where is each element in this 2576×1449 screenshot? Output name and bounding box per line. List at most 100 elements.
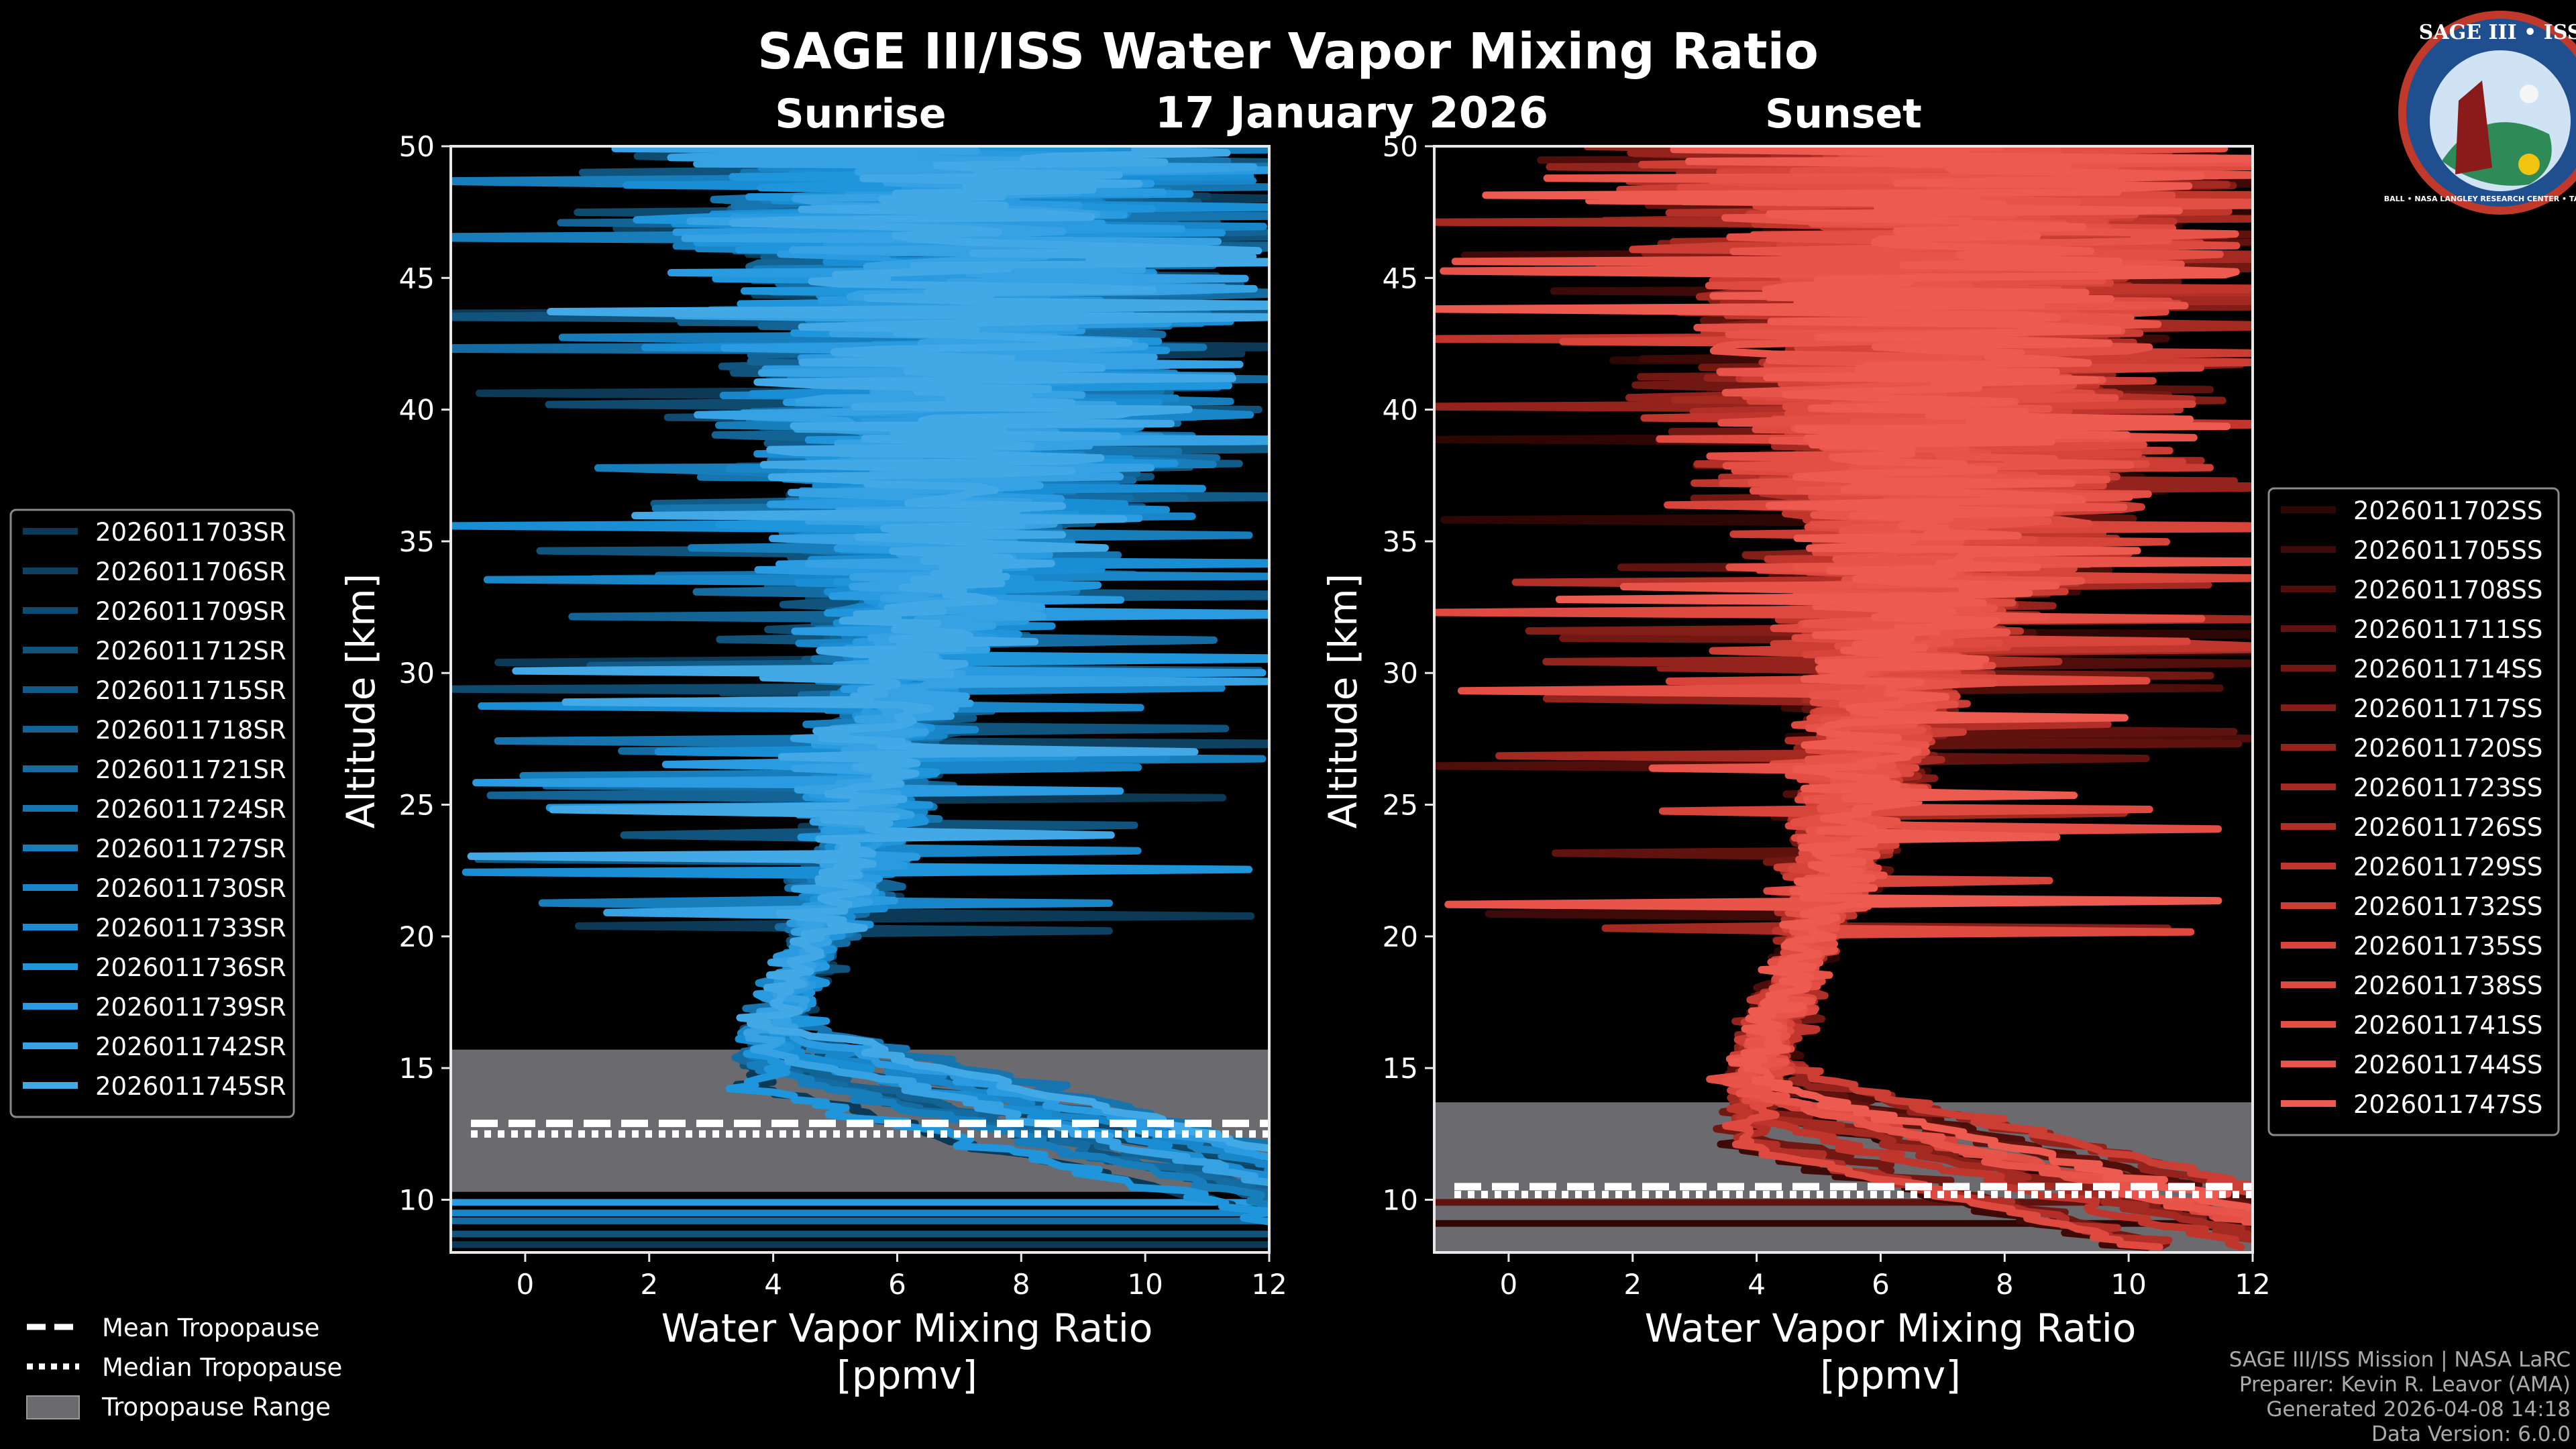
sunset-y-tick-label: 10	[1383, 1183, 1418, 1216]
sunrise-y-tick-label: 10	[399, 1183, 435, 1216]
sunset-x-tick-label: 4	[1748, 1268, 1766, 1301]
sunrise-legend-label: 2026011742SR	[95, 1032, 286, 1061]
sage-iii-mission-logo: SAGE III • ISS BALL • NASA LANGLEY RESEA…	[2384, 11, 2576, 215]
sunrise-x-tick-label: 0	[517, 1268, 535, 1301]
sunset-y-tick-label: 30	[1383, 657, 1418, 690]
footer: SAGE III/ISS Mission | NASA LaRC Prepare…	[2229, 1348, 2571, 1446]
sunrise-y-tick-label: 45	[399, 262, 435, 294]
sunrise-legend-label: 2026011736SR	[95, 953, 286, 982]
sunrise-x-tick-label: 4	[764, 1268, 782, 1301]
sunset-y-tick-label: 50	[1383, 130, 1418, 163]
sunrise-y-tick-label: 35	[399, 525, 435, 558]
tropopause-legend: Mean Tropopause Median Tropopause Tropop…	[26, 1313, 342, 1421]
sunrise-x-tick-label: 6	[888, 1268, 906, 1301]
sunrise-y-tick-label: 30	[399, 657, 435, 690]
sunset-legend-label: 2026011744SS	[2353, 1051, 2542, 1079]
footer-line-preparer: Preparer: Kevin R. Leavor (AMA)	[2239, 1373, 2571, 1397]
sunrise-x-axis-label: Water Vapor Mixing Ratio	[661, 1305, 1153, 1351]
median-tropopause-label: Median Tropopause	[102, 1353, 342, 1382]
sunset-y-tick-label: 20	[1383, 920, 1418, 953]
sunrise-y-axis-label: Altitude [km]	[338, 574, 384, 828]
sunset-x-axis-label: Water Vapor Mixing Ratio	[1645, 1305, 2137, 1351]
sunset-x-tick-label: 0	[1500, 1268, 1518, 1301]
sunset-plot-frame	[1433, 145, 2254, 1254]
sunset-x-tick-label: 12	[2235, 1268, 2270, 1301]
footer-line-mission: SAGE III/ISS Mission | NASA LaRC	[2229, 1348, 2571, 1372]
sunset-y-tick-label: 45	[1383, 262, 1418, 294]
sunrise-x-tick-label: 2	[640, 1268, 658, 1301]
sunset-chart: 0 2 4 6 8 10 12 10 15 20 25 30 35 40 45 50	[1383, 130, 2271, 1301]
sunrise-y-tick-label: 40	[399, 394, 435, 427]
sunrise-x-axis-units: [ppmv]	[837, 1352, 977, 1398]
sunrise-x-tick-label: 12	[1251, 1268, 1287, 1301]
sunrise-y-tick-label: 50	[399, 130, 435, 163]
sunrise-legend-label: 2026011727SR	[95, 835, 286, 863]
sunset-legend-label: 2026011741SS	[2353, 1011, 2542, 1040]
tropopause-range-swatch	[26, 1395, 80, 1419]
sunset-legend-label: 2026011717SS	[2353, 694, 2542, 723]
sunrise-profiles	[451, 146, 1269, 1248]
sunset-legend-label: 2026011747SS	[2353, 1090, 2542, 1119]
sunrise-x-tick-label: 10	[1127, 1268, 1163, 1301]
sunset-x-tick-label: 10	[2110, 1268, 2146, 1301]
sunrise-legend-label: 2026011733SR	[95, 914, 286, 943]
footer-line-generated: Generated 2026-04-08 14:18	[2266, 1397, 2571, 1421]
sunset-legend-label: 2026011705SS	[2353, 536, 2542, 565]
sunset-y-tick-label: 15	[1383, 1052, 1418, 1085]
sunrise-chart: 0 2 4 6 8 10 12 10 15 20 25 30 35 40 45 50	[399, 130, 1287, 1301]
footer-line-version: Data Version: 6.0.0	[2371, 1422, 2571, 1446]
sunrise-legend-label: 2026011706SR	[95, 557, 286, 586]
sunset-x-axis-units: [ppmv]	[1820, 1352, 1961, 1398]
sunset-legend-label: 2026011720SS	[2353, 734, 2542, 763]
sunrise-legend-label: 2026011739SR	[95, 993, 286, 1022]
sunset-legend-label: 2026011738SS	[2353, 971, 2542, 1000]
sunset-legend-label: 2026011723SS	[2353, 773, 2542, 802]
figure-date: 17 January 2026	[1155, 89, 1548, 138]
sunrise-legend-frame	[9, 508, 295, 1118]
sunrise-plot-frame	[449, 145, 1271, 1254]
sunset-profile-line	[1434, 146, 2253, 1212]
sunrise-y-tick-label: 15	[399, 1052, 435, 1085]
sunset-legend-frame	[2267, 487, 2560, 1136]
sunrise-legend-label: 2026011703SR	[95, 518, 286, 547]
sunrise-y-tick-label: 20	[399, 920, 435, 953]
sunrise-legend-label: 2026011715SR	[95, 676, 286, 705]
figure-title: SAGE III/ISS Water Vapor Mixing Ratio	[757, 23, 1819, 80]
logo-text-bottom: BALL • NASA LANGLEY RESEARCH CENTER • TA…	[2384, 195, 2576, 203]
sunrise-legend-label: 2026011745SR	[95, 1072, 286, 1101]
tropopause-range-label: Tropopause Range	[101, 1393, 331, 1421]
sunset-legend-label: 2026011726SS	[2353, 813, 2542, 842]
sunset-y-axis-label: Altitude [km]	[1320, 574, 1366, 828]
sunrise-x-tick-label: 8	[1012, 1268, 1030, 1301]
sunset-legend-label: 2026011714SS	[2353, 655, 2542, 684]
sunset-y-tick-label: 35	[1383, 525, 1418, 558]
sunset-y-tick-label: 40	[1383, 394, 1418, 427]
sunset-y-tick-label: 25	[1383, 789, 1418, 822]
panel-title-sunrise: Sunrise	[775, 91, 946, 138]
sunset-legend: 2026011702SS 2026011705SS 2026011708SS 2026…	[2267, 487, 2560, 1136]
logo-moon	[2520, 85, 2538, 103]
sunrise-legend-label: 2026011718SR	[95, 716, 286, 745]
sunset-x-tick-label: 6	[1872, 1268, 1890, 1301]
panel-title-sunset: Sunset	[1765, 91, 1922, 138]
sunrise-legend-label: 2026011712SR	[95, 637, 286, 665]
mean-tropopause-label: Mean Tropopause	[102, 1313, 320, 1342]
sunset-legend-label: 2026011732SS	[2353, 892, 2542, 921]
logo-sun	[2518, 154, 2540, 175]
sunrise-legend-label: 2026011721SR	[95, 755, 286, 784]
sunset-legend-label: 2026011711SS	[2353, 615, 2542, 644]
logo-figure	[2455, 80, 2492, 174]
sunrise-legend-label: 2026011730SR	[95, 874, 286, 903]
sunset-legend-label: 2026011702SS	[2353, 496, 2542, 525]
sunset-legend-label: 2026011729SS	[2353, 853, 2542, 881]
sunset-profiles	[1434, 146, 2253, 1251]
sunrise-y-tick-label: 25	[399, 789, 435, 822]
sunset-x-tick-label: 2	[1623, 1268, 1642, 1301]
sunset-x-tick-label: 8	[1996, 1268, 2014, 1301]
sunrise-legend-label: 2026011709SR	[95, 597, 286, 626]
sunset-legend-label: 2026011735SS	[2353, 932, 2542, 961]
sunrise-profile-line	[467, 146, 1269, 1152]
sunset-legend-label: 2026011708SS	[2353, 576, 2542, 604]
sunrise-legend-label: 2026011724SR	[95, 795, 286, 824]
